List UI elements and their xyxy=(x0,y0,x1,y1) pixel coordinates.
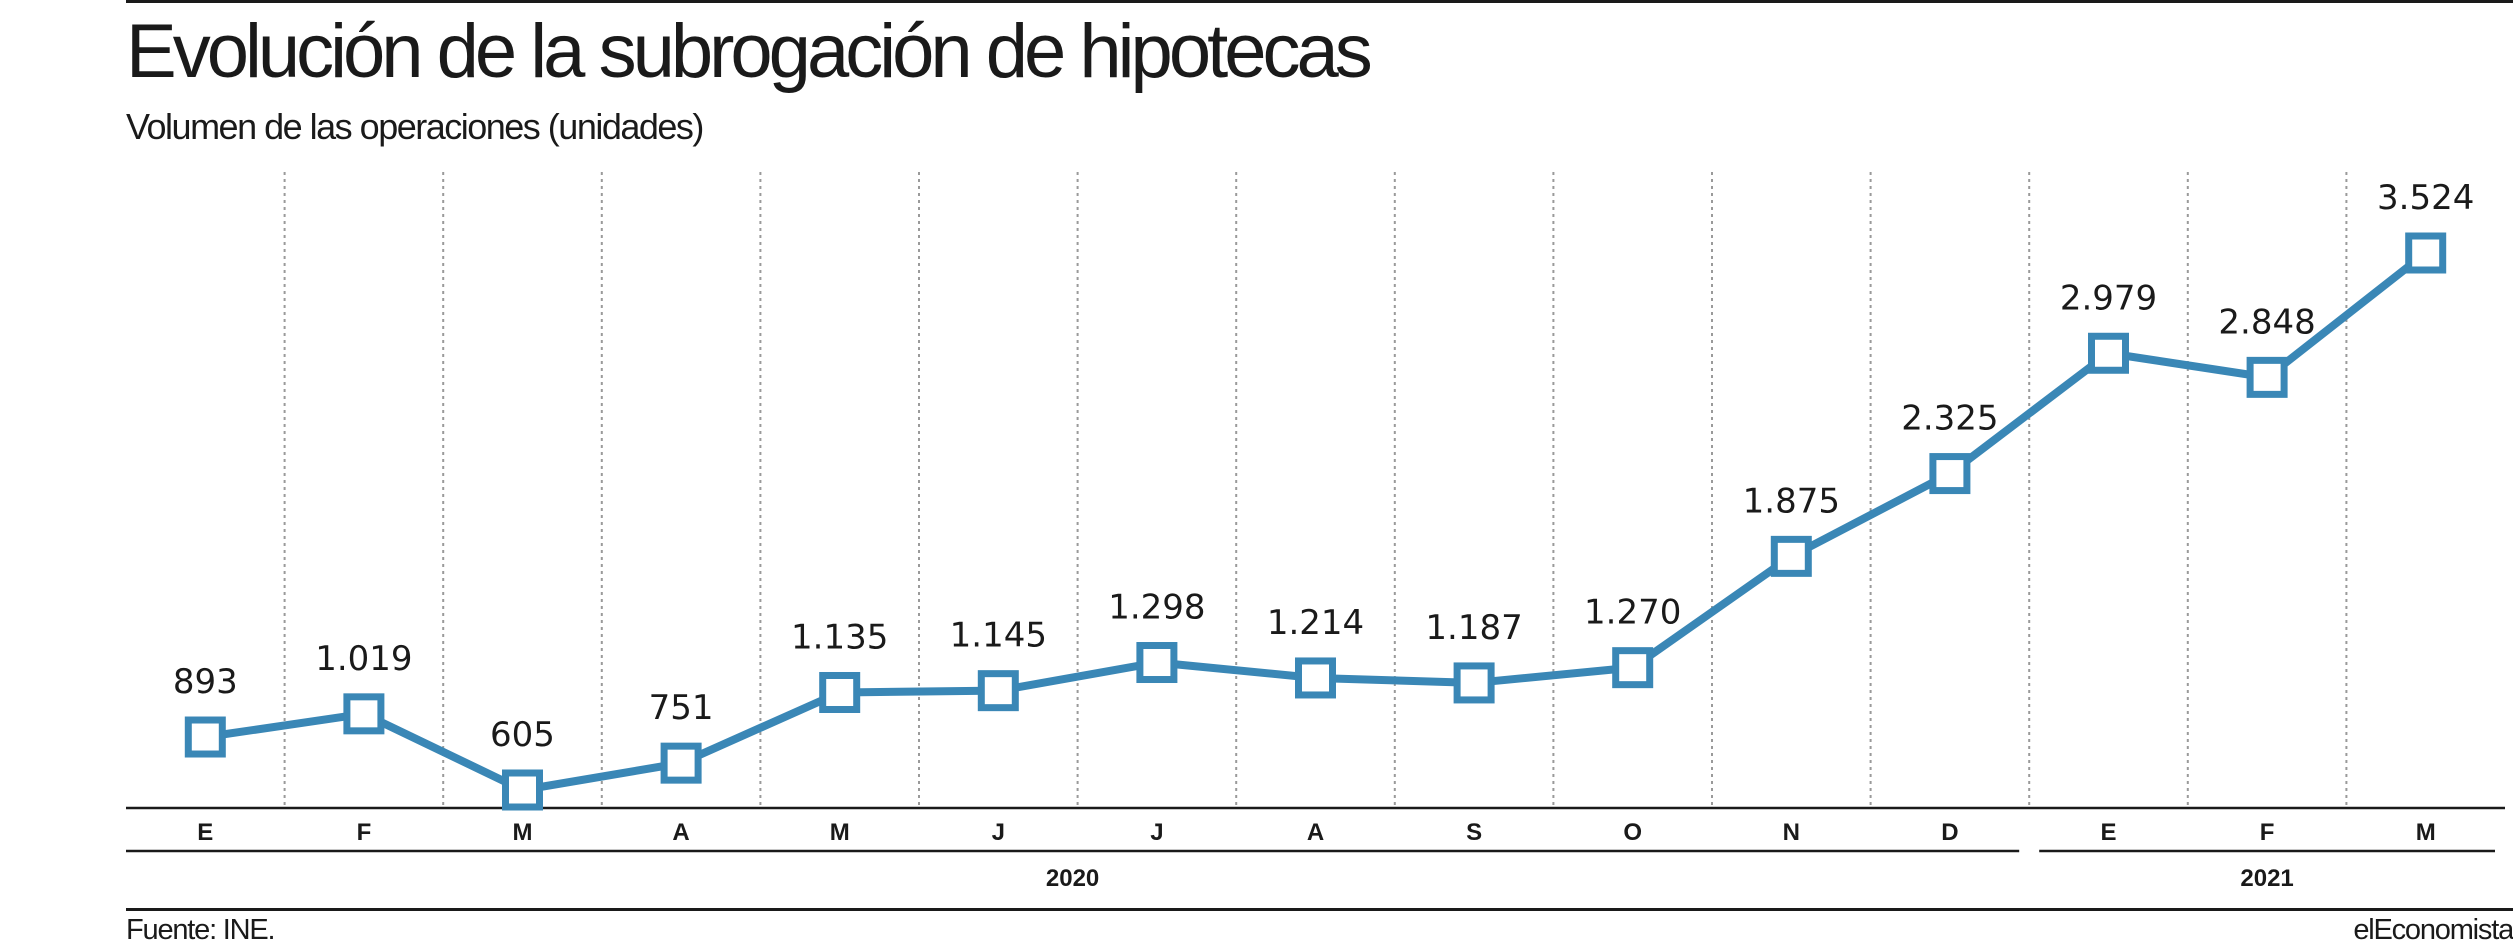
top-rule xyxy=(126,0,2513,3)
data-point xyxy=(977,670,1019,712)
x-tick-label: M xyxy=(830,819,850,846)
x-tick-label: F xyxy=(357,819,372,846)
data-label: 2.979 xyxy=(2060,278,2157,318)
data-point xyxy=(502,769,543,811)
data-label: 751 xyxy=(649,688,714,728)
chart-title: Evolución de la subrogación de hipotecas xyxy=(126,9,1373,94)
data-point xyxy=(2405,232,2447,274)
data-point xyxy=(343,693,385,735)
year-label: 2020 xyxy=(1046,865,1099,892)
data-label: 1.875 xyxy=(1743,481,1840,521)
chart-subtitle: Volumen de las operaciones (unidades) xyxy=(126,106,704,147)
source-note: Fuente: INE. xyxy=(126,914,276,946)
data-point xyxy=(2246,356,2288,398)
brand-credit: elEconomista xyxy=(2353,914,2513,946)
data-label: 2.848 xyxy=(2218,302,2315,342)
data-point xyxy=(1929,453,1971,495)
year-label: 2021 xyxy=(2240,865,2293,892)
x-tick-label: N xyxy=(1783,819,1800,846)
data-point xyxy=(1136,642,1178,684)
x-tick-label: E xyxy=(197,819,213,846)
x-tick-label: S xyxy=(1466,819,1482,846)
data-point xyxy=(2088,332,2129,374)
x-tick-label: A xyxy=(1307,819,1324,846)
data-point xyxy=(184,716,226,758)
x-tick-label: D xyxy=(1941,819,1958,846)
data-label: 1.187 xyxy=(1425,608,1522,648)
data-label: 1.270 xyxy=(1584,593,1681,633)
data-label: 1.135 xyxy=(791,617,888,657)
data-label: 605 xyxy=(490,715,555,755)
data-label: 1.145 xyxy=(950,616,1047,656)
data-label: 1.298 xyxy=(1108,588,1205,628)
data-label: 893 xyxy=(173,662,238,702)
data-label: 3.524 xyxy=(2377,178,2474,218)
data-label: 1.019 xyxy=(315,639,412,679)
line-chart: E F M A M J J A S O N D E F M 2020 2021 893 1.019 605 751 1.1… xyxy=(126,172,2505,892)
data-point xyxy=(1612,647,1654,689)
data-point xyxy=(660,742,702,784)
x-tick-label: A xyxy=(672,819,689,846)
bottom-rule xyxy=(126,908,2513,911)
x-tick-label: O xyxy=(1623,819,1642,846)
x-tick-label: J xyxy=(1150,819,1163,846)
x-tick-label: M xyxy=(513,819,533,846)
x-tick-label: J xyxy=(992,819,1005,846)
data-point xyxy=(1453,662,1495,704)
data-point xyxy=(1295,657,1336,699)
data-point xyxy=(1770,535,1812,577)
data-label: 1.214 xyxy=(1267,603,1364,643)
x-tick-label: F xyxy=(2260,819,2275,846)
data-label: 2.325 xyxy=(1901,399,1998,439)
data-point xyxy=(819,671,861,713)
x-tick-label: M xyxy=(2416,819,2436,846)
x-tick-label: E xyxy=(2100,819,2116,846)
